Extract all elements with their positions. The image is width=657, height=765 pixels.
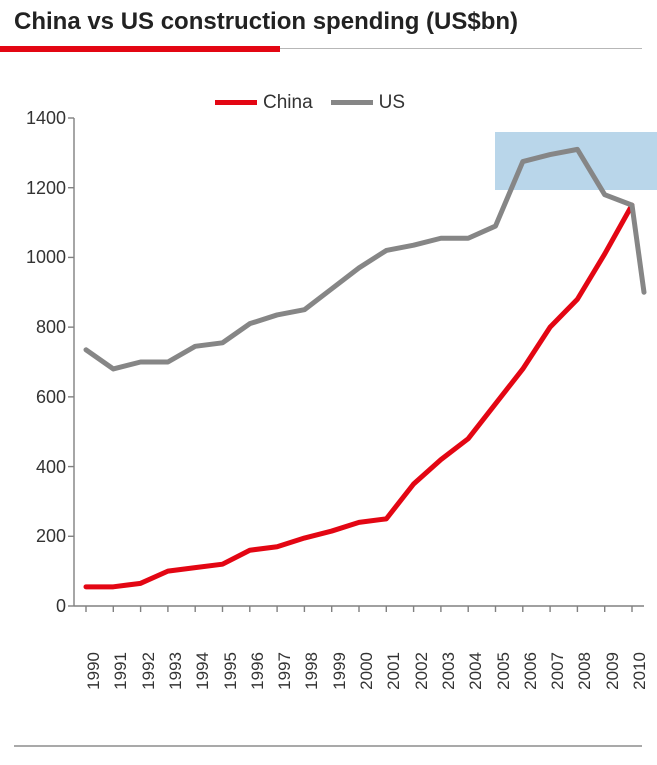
y-tick-label: 200 bbox=[16, 526, 66, 547]
legend-swatch bbox=[215, 100, 257, 105]
y-tick-label: 1400 bbox=[16, 108, 66, 129]
legend-item-us: US bbox=[331, 92, 405, 114]
y-tick-label: 800 bbox=[16, 317, 66, 338]
x-tick-label: 2004 bbox=[466, 652, 486, 712]
legend-label: China bbox=[263, 92, 313, 113]
x-tick-label: 1991 bbox=[111, 652, 131, 712]
x-tick-label: 1993 bbox=[166, 652, 186, 712]
series-line-us bbox=[86, 149, 644, 369]
x-tick-label: 2006 bbox=[521, 652, 541, 712]
x-tick-label: 1996 bbox=[248, 652, 268, 712]
legend-swatch bbox=[331, 100, 373, 105]
x-tick-label: 2010 bbox=[630, 652, 650, 712]
x-tick-label: 2008 bbox=[575, 652, 595, 712]
x-tick-label: 2007 bbox=[548, 652, 568, 712]
x-tick-label: 1990 bbox=[84, 652, 104, 712]
plot-area bbox=[74, 118, 644, 606]
x-tick-label: 2003 bbox=[439, 652, 459, 712]
x-tick-label: 2005 bbox=[494, 652, 514, 712]
legend-label: US bbox=[379, 92, 405, 113]
chart-title: China vs US construction spending (US$bn… bbox=[14, 8, 518, 36]
bottom-rule bbox=[14, 745, 642, 747]
y-tick-label: 400 bbox=[16, 457, 66, 478]
x-tick-label: 1994 bbox=[193, 652, 213, 712]
x-tick-label: 2001 bbox=[384, 652, 404, 712]
y-tick-label: 0 bbox=[16, 596, 66, 617]
title-underline bbox=[0, 46, 642, 51]
x-tick-label: 2009 bbox=[603, 652, 623, 712]
x-tick-label: 1998 bbox=[302, 652, 322, 712]
legend-item-china: China bbox=[215, 92, 313, 114]
y-tick-label: 600 bbox=[16, 387, 66, 408]
x-tick-label: 1999 bbox=[330, 652, 350, 712]
legend: China US bbox=[215, 92, 423, 114]
y-tick-label: 1000 bbox=[16, 247, 66, 268]
y-tick-label: 1200 bbox=[16, 178, 66, 199]
x-tick-label: 1997 bbox=[275, 652, 295, 712]
chart-svg bbox=[74, 118, 644, 606]
x-tick-label: 2000 bbox=[357, 652, 377, 712]
x-tick-label: 1992 bbox=[139, 652, 159, 712]
series-line-china bbox=[86, 205, 632, 587]
x-tick-label: 2002 bbox=[412, 652, 432, 712]
x-tick-label: 1995 bbox=[221, 652, 241, 712]
